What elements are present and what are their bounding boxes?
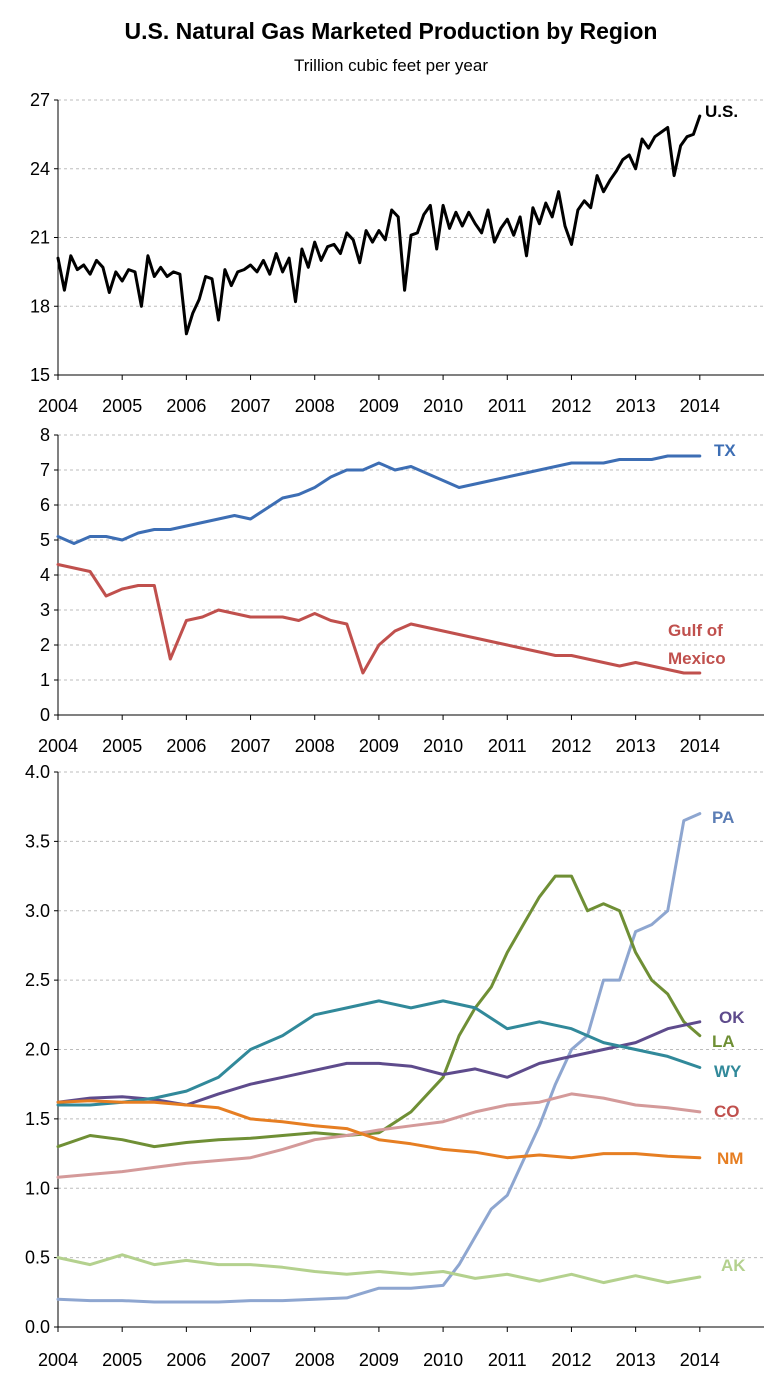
x-tick-label: 2014	[680, 396, 720, 416]
x-tick-label: 2011	[488, 396, 527, 416]
panel-3: 0.0 0.5 1.0 1.5 2.0 2.5 3.0 3.5 4.0 2004 2005 2006 2…	[25, 762, 764, 1370]
x-tick-label: 2004	[38, 1350, 78, 1370]
series-line-pa	[56, 812, 702, 1304]
x-tick-label: 2010	[423, 396, 463, 416]
x-tick-label: 2008	[295, 396, 335, 416]
x-tick-label: 2006	[166, 396, 206, 416]
series-label: WY	[714, 1062, 742, 1081]
series-label: Mexico	[668, 649, 726, 668]
series-line-la	[56, 874, 702, 1149]
series-line-u-s-	[56, 114, 702, 336]
y-tick-label: 2	[40, 635, 50, 655]
y-tick-label: 7	[40, 460, 50, 480]
x-tick-label: 2013	[616, 1350, 656, 1370]
x-tick-label: 2008	[295, 736, 335, 756]
series-label: CO	[714, 1102, 740, 1121]
x-tick-label: 2005	[102, 1350, 142, 1370]
y-tick-label: 4	[40, 565, 50, 585]
y-tick-label: 2.5	[25, 970, 50, 990]
series-line-tx	[56, 454, 702, 545]
x-tick-label: 2007	[231, 396, 271, 416]
x-tick-label: 2011	[488, 736, 527, 756]
panel-2: 0 1 2 3 4 5 6 7 8 2004 2005 2006 2007 2008 2009 2010 201…	[38, 425, 764, 756]
x-tick-label: 2010	[423, 1350, 463, 1370]
series-label: U.S.	[705, 102, 738, 121]
y-tick-label: 0.0	[25, 1317, 50, 1337]
y-tick-label: 2.0	[25, 1040, 50, 1060]
x-tick-label: 2007	[231, 736, 271, 756]
x-tick-label: 2008	[295, 1350, 335, 1370]
series-label: LA	[712, 1032, 735, 1051]
x-tick-label: 2004	[38, 396, 78, 416]
y-tick-label: 27	[30, 90, 50, 110]
x-tick-label: 2006	[166, 1350, 206, 1370]
series-line-gulf-of-mexico	[56, 563, 702, 675]
x-tick-label: 2009	[359, 1350, 399, 1370]
x-tick-label: 2009	[359, 396, 399, 416]
y-tick-label: 1.0	[25, 1178, 50, 1198]
y-tick-label: 3.0	[25, 901, 50, 921]
y-tick-label: 15	[30, 365, 50, 385]
x-tick-label: 2005	[102, 736, 142, 756]
x-tick-label: 2005	[102, 396, 142, 416]
y-tick-label: 6	[40, 495, 50, 515]
series-label: AK	[721, 1256, 746, 1275]
series-line-co	[56, 1092, 702, 1179]
x-tick-label: 2014	[680, 736, 720, 756]
y-tick-label: 18	[30, 296, 50, 316]
y-tick-label: 3.5	[25, 831, 50, 851]
x-tick-label: 2006	[166, 736, 206, 756]
series-label: Gulf of	[668, 621, 723, 640]
chart-subtitle: Trillion cubic feet per year	[293, 56, 488, 75]
series-line-wy	[56, 999, 702, 1107]
x-tick-label: 2012	[551, 736, 591, 756]
x-tick-label: 2010	[423, 736, 463, 756]
x-tick-label: 2013	[616, 736, 656, 756]
y-tick-label: 0	[40, 705, 50, 725]
y-tick-label: 4.0	[25, 762, 50, 782]
y-tick-label: 24	[30, 159, 50, 179]
y-tick-label: 5	[40, 530, 50, 550]
x-tick-label: 2013	[616, 396, 656, 416]
panel-1: 15 18 21 24 27 2004 2005 2006 2007 2008 2009 2010 20…	[30, 90, 764, 416]
series-line-ok	[56, 1020, 702, 1107]
series-line-nm	[56, 1099, 702, 1160]
series-label: PA	[712, 808, 734, 827]
y-tick-label: 8	[40, 425, 50, 445]
y-tick-label: 3	[40, 600, 50, 620]
series-label: NM	[717, 1149, 743, 1168]
x-tick-label: 2009	[359, 736, 399, 756]
y-tick-label: 21	[30, 228, 50, 248]
x-tick-label: 2014	[680, 1350, 720, 1370]
x-tick-label: 2004	[38, 736, 78, 756]
x-tick-label: 2007	[231, 1350, 271, 1370]
x-tick-label: 2012	[551, 396, 591, 416]
y-tick-label: 1	[40, 670, 50, 690]
y-tick-label: 1.5	[25, 1109, 50, 1129]
chart-title: U.S. Natural Gas Marketed Production by …	[124, 18, 658, 44]
x-tick-label: 2012	[551, 1350, 591, 1370]
series-label: OK	[719, 1008, 745, 1027]
x-tick-label: 2011	[488, 1350, 527, 1370]
series-label: TX	[714, 441, 736, 460]
series-line-ak	[56, 1253, 702, 1285]
y-tick-label: 0.5	[25, 1248, 50, 1268]
